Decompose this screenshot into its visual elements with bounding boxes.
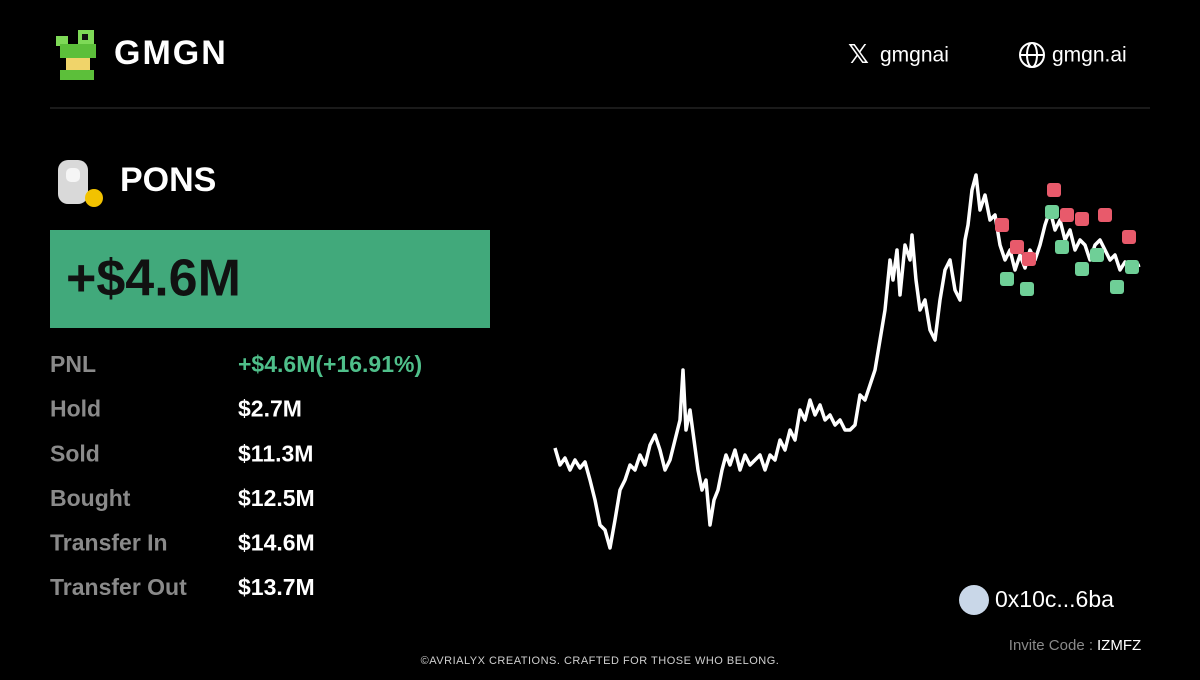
logo-icon: [56, 30, 96, 80]
token-icon: [58, 160, 103, 207]
stat-label: PNL: [50, 351, 96, 377]
stat-label: Transfer Out: [50, 574, 187, 600]
stat-value: $12.5M: [238, 485, 315, 511]
invite-code: IZMFZ: [1097, 637, 1141, 654]
headline-box: [50, 230, 490, 328]
stat-value: $14.6M: [238, 529, 315, 555]
stat-label: Transfer In: [50, 529, 168, 555]
stat-value: $13.7M: [238, 574, 315, 600]
stat-label: Sold: [50, 440, 100, 466]
x-handle[interactable]: gmgnai: [880, 44, 949, 67]
brand: GMGN: [114, 34, 228, 72]
footer: ©AVRIALYX CREATIONS. CRAFTED FOR THOSE W…: [421, 655, 780, 667]
wallet-address: 0x10c...6ba: [995, 586, 1114, 612]
stat-label: Hold: [50, 396, 101, 422]
stat-value: +$4.6M(+16.91%): [238, 351, 422, 377]
stat-label: Bought: [50, 485, 131, 511]
globe-icon: [1019, 42, 1045, 68]
wallet-avatar: [959, 585, 989, 615]
stat-value: $2.7M: [238, 396, 302, 422]
x-icon: 𝕏: [848, 39, 869, 69]
stat-value: $11.3M: [238, 440, 313, 466]
stats: PNL +$4.6M(+16.91%) Hold $2.7M Sold $11.3M Bou…: [50, 351, 422, 600]
headline: +$4.6M: [66, 250, 241, 308]
trade-markers: [995, 183, 1139, 296]
invite-label: Invite Code :: [1009, 637, 1093, 654]
token-name: PONS: [120, 161, 216, 199]
website[interactable]: gmgn.ai: [1052, 44, 1127, 67]
